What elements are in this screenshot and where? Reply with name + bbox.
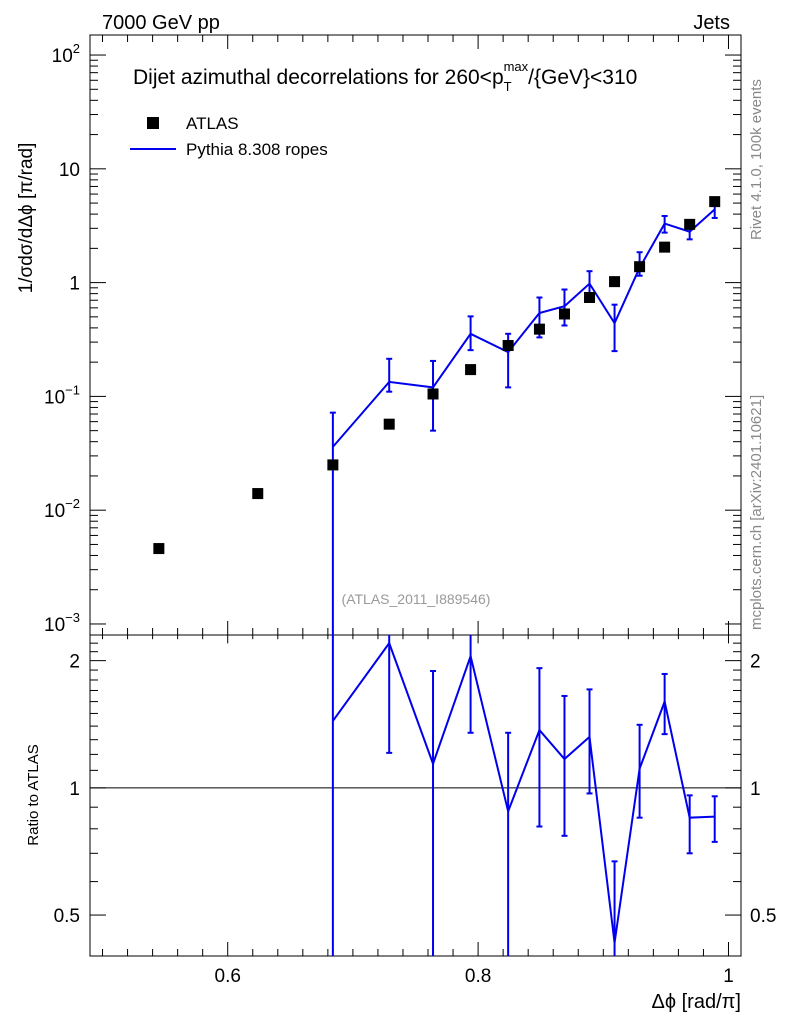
y-tick-label-exp: −3 xyxy=(65,610,80,625)
y-tick-label-main: 10−3 xyxy=(44,610,80,636)
y-tick-label-exp: 2 xyxy=(73,41,80,56)
header-energy-label: 7000 GeV pp xyxy=(102,12,220,34)
header-category-label: Jets xyxy=(693,12,730,34)
chart-title: Dijet azimuthal decorrelations for 260<p… xyxy=(133,59,637,94)
atlas-data-point xyxy=(684,218,696,230)
y-tick-label-main: 10 xyxy=(59,160,80,181)
atlas-data-point xyxy=(709,196,721,208)
atlas-data-point xyxy=(659,241,671,253)
main-plot-marks xyxy=(153,196,721,635)
side-label-rivet: Rivet 4.1.0, 100k events xyxy=(748,79,765,240)
atlas-data-point xyxy=(609,276,621,288)
side-label-mcplots: mcplots.cern.ch [arXiv:2401.10621] xyxy=(748,395,765,630)
y-tick-label-ratio-right: 0.5 xyxy=(750,906,776,927)
y-tick-label-base: 10 xyxy=(52,46,73,67)
atlas-data-point xyxy=(427,388,439,400)
atlas-data-point xyxy=(252,488,264,500)
atlas-data-point xyxy=(465,364,477,376)
x-tick-label: 0.6 xyxy=(215,966,241,987)
x-tick-label: 1 xyxy=(723,966,734,987)
atlas-data-point xyxy=(584,291,596,303)
y-tick-label-main: 102 xyxy=(52,41,80,67)
legend-mc-label: Pythia 8.308 ropes xyxy=(186,140,328,159)
y-tick-label-base: 10 xyxy=(59,160,80,181)
y-tick-label-exp: −2 xyxy=(65,496,80,511)
atlas-data-point xyxy=(327,459,339,471)
y-tick-label-ratio: 2 xyxy=(69,652,80,673)
atlas-data-point xyxy=(383,418,395,430)
y-tick-label-ratio-right: 1 xyxy=(750,779,761,800)
legend-data-label: ATLAS xyxy=(186,114,239,133)
atlas-data-point xyxy=(533,323,545,335)
y-tick-label-exp: −1 xyxy=(65,382,80,397)
y-tick-label-main: 10−2 xyxy=(44,496,80,522)
ratio-plot-marks xyxy=(90,635,741,956)
atlas-data-point xyxy=(634,261,646,273)
analysis-label: (ATLAS_2011_I889546) xyxy=(342,591,491,607)
y-tick-label-main: 10−1 xyxy=(44,382,80,408)
y-tick-label-ratio-right: 2 xyxy=(750,652,761,673)
y-tick-label-base: 10 xyxy=(44,387,65,408)
legend-data-marker xyxy=(147,117,159,129)
atlas-data-point xyxy=(558,308,570,320)
y-axis-title-ratio: Ratio to ATLAS xyxy=(25,744,42,845)
ratio-plot-frame xyxy=(89,634,742,957)
x-tick-label: 0.8 xyxy=(465,966,491,987)
y-tick-label-ratio: 1 xyxy=(69,779,80,800)
atlas-data-point xyxy=(153,543,165,555)
mc-series-line xyxy=(332,208,716,448)
ratio-series-line xyxy=(332,641,715,943)
y-tick-label-main: 1 xyxy=(69,274,80,295)
y-tick-label-base: 10 xyxy=(44,615,65,636)
atlas-data-point xyxy=(502,340,514,352)
legend: ATLAS Pythia 8.308 ropes xyxy=(130,114,328,159)
y-tick-label-ratio: 0.5 xyxy=(54,906,80,927)
y-tick-label-base: 1 xyxy=(69,274,80,295)
y-axis-title-main: 1/σdσ/dΔϕ [π/rad] xyxy=(16,143,37,294)
x-axis-title: Δϕ [rad/π] xyxy=(652,991,742,1013)
y-tick-label-base: 10 xyxy=(44,501,65,522)
